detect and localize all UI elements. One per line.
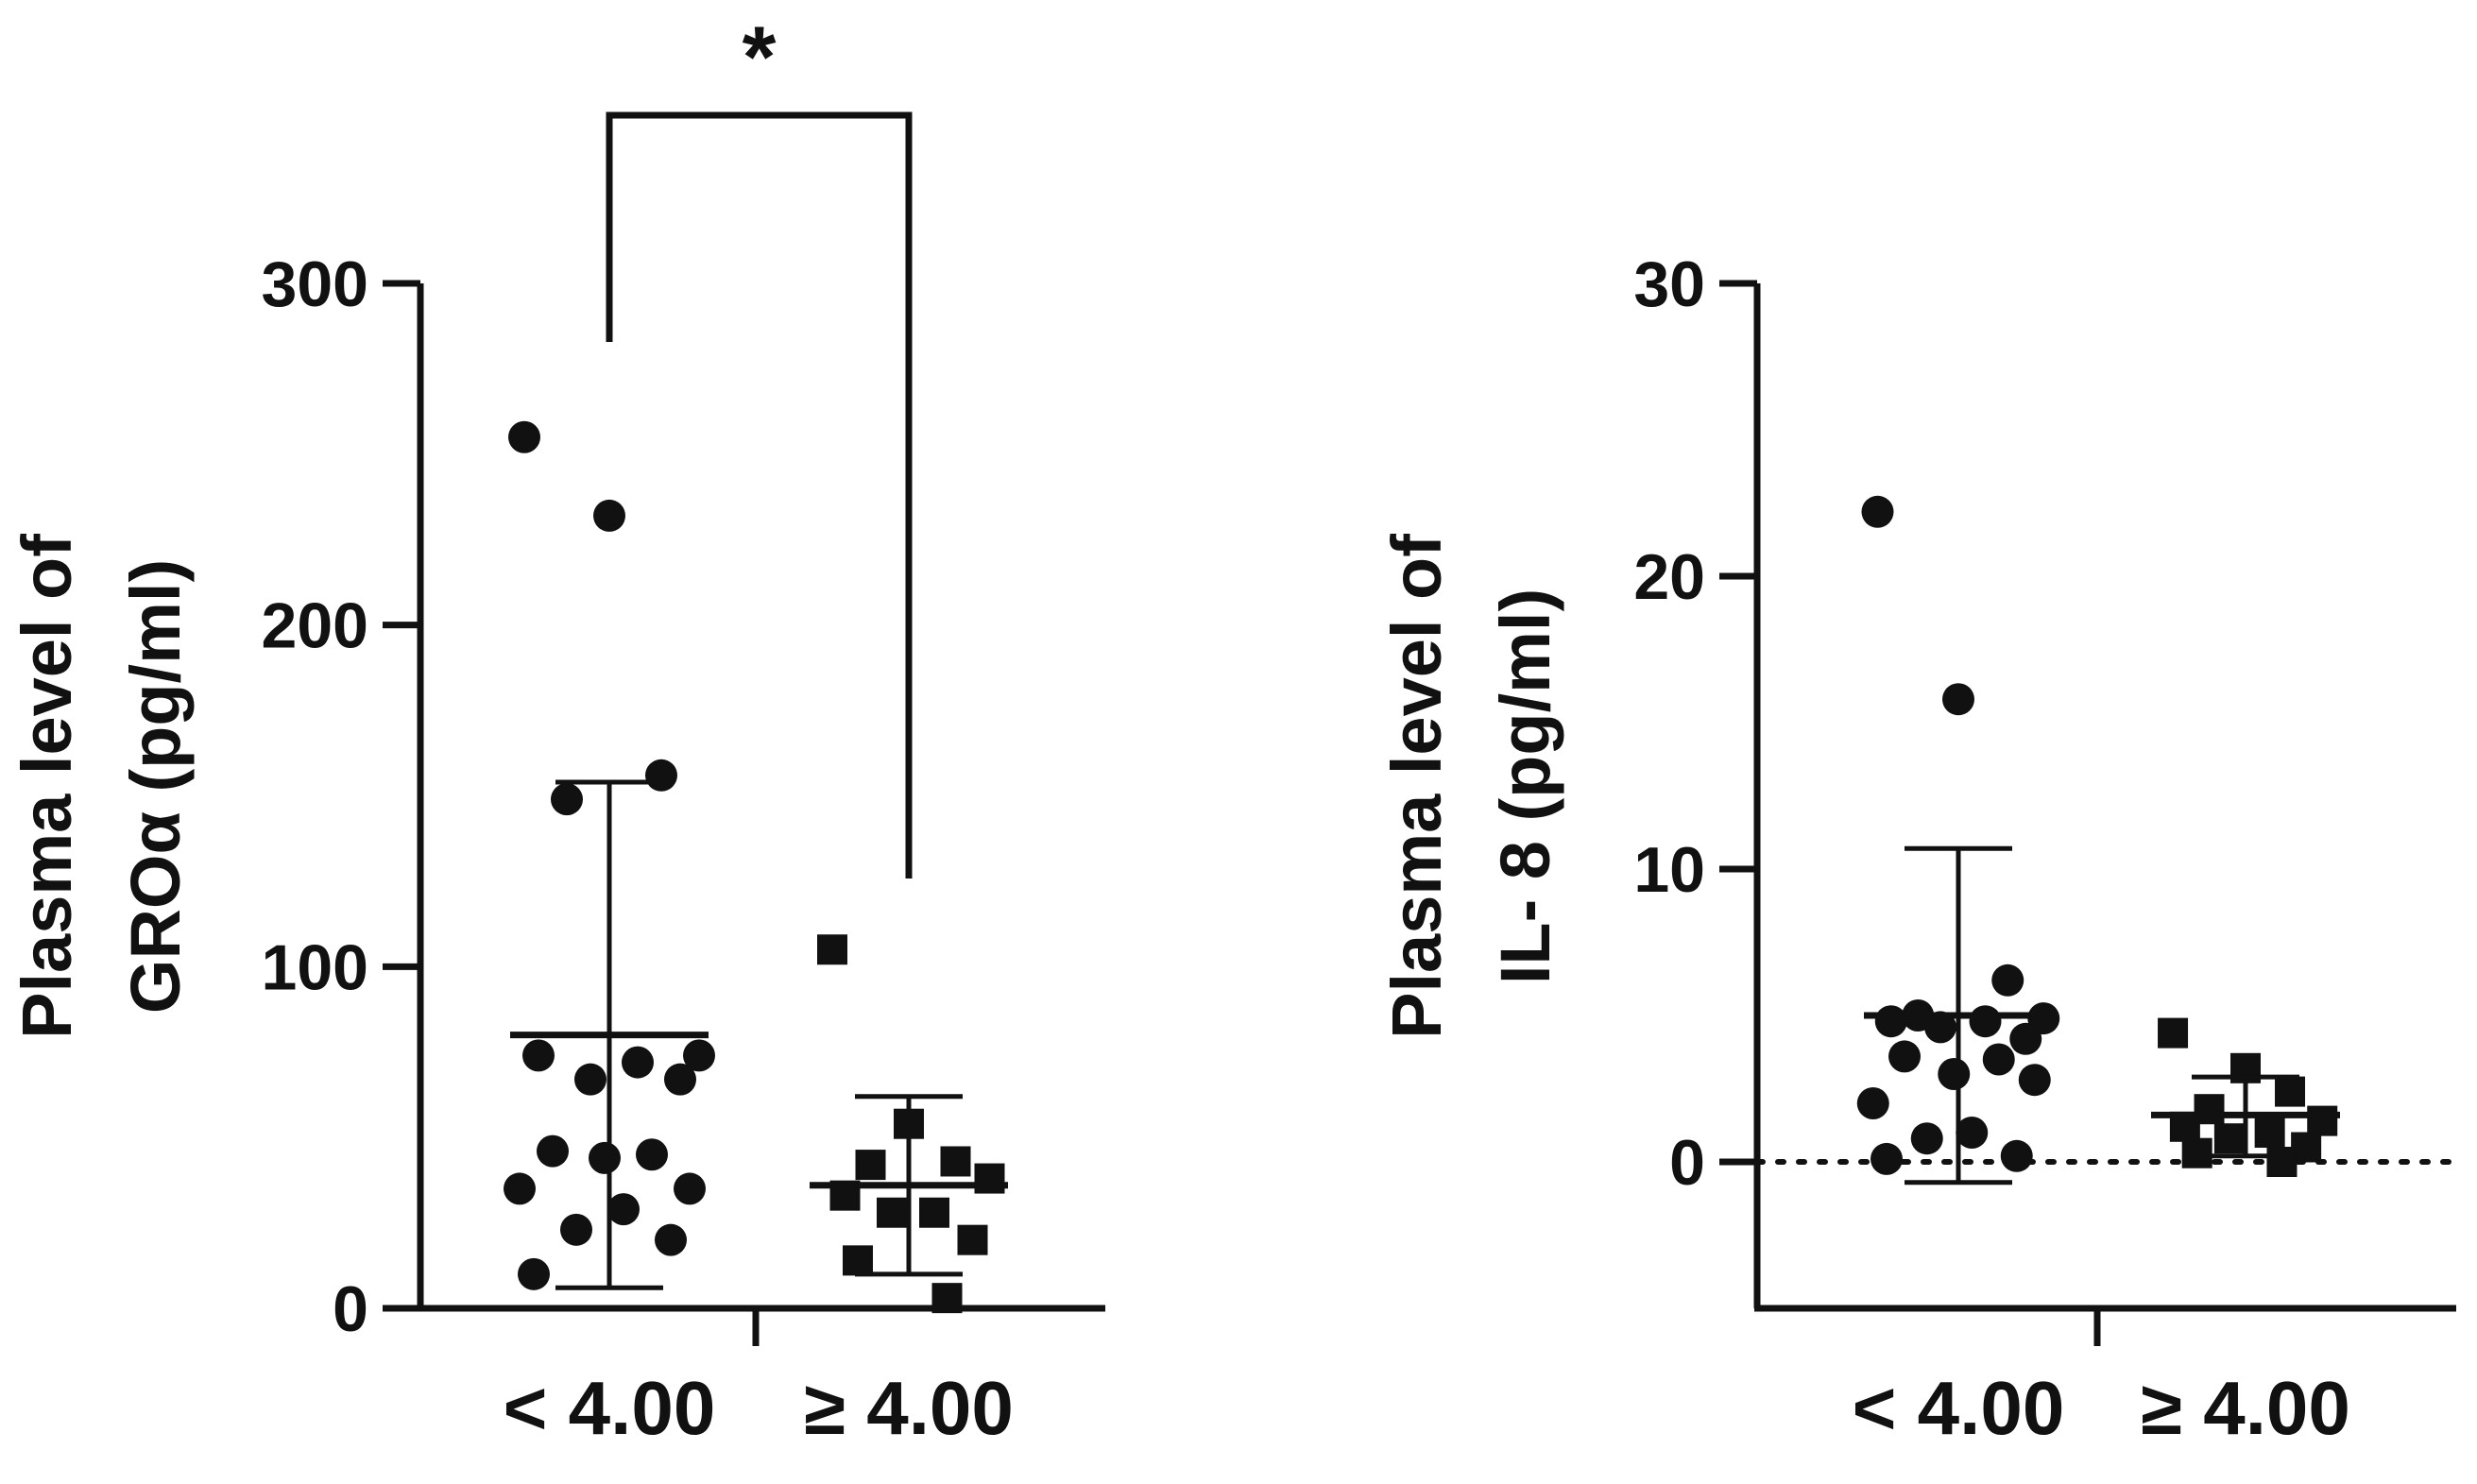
data-point-circle (1991, 964, 2024, 997)
data-point-circle (593, 499, 625, 532)
data-point-square (919, 1197, 949, 1228)
significance-star: * (743, 9, 777, 106)
panel-il8: 0 10 20 30 < 4.00 ≥ 4.00 Plasma level of IL- 8 … (1377, 248, 2459, 1450)
data-point-circle (560, 1213, 592, 1246)
y-axis-title: Plasma level of (8, 534, 86, 1039)
data-point-circle (574, 1063, 606, 1096)
data-point-circle (1969, 1005, 2002, 1038)
data-point-square (877, 1197, 907, 1228)
data-point-square (855, 1150, 886, 1181)
x-category-label: < 4.00 (504, 1366, 716, 1450)
data-point-square (843, 1245, 873, 1276)
data-point-square (2158, 1017, 2189, 1049)
data-point-circle (1938, 1058, 1971, 1090)
data-point-circle (683, 1039, 715, 1072)
data-point-circle (2009, 1022, 2042, 1055)
x-category-label: ≥ 4.00 (2141, 1366, 2350, 1450)
data-point-circle (1956, 1117, 1989, 1149)
data-point-square (2275, 1076, 2306, 1107)
y-tick-label: 200 (262, 590, 368, 662)
data-point-circle (1888, 1040, 1921, 1073)
data-point-circle (2000, 1139, 2033, 1172)
y-tick-label: 10 (1633, 834, 1705, 906)
data-point-circle (607, 1193, 640, 1226)
data-point-circle (1871, 1142, 1903, 1175)
y-axis-title: GROα (pg/ml) (116, 559, 195, 1014)
y-tick-label: 20 (1633, 541, 1705, 613)
data-point-square (940, 1146, 971, 1177)
data-point-circle (674, 1172, 706, 1205)
data-point-circle (1874, 1005, 1907, 1038)
data-point-circle (508, 420, 540, 453)
panel-gro-alpha: 0 100 200 300 < 4.00 ≥ 4.00 Plasma level of GRO… (8, 9, 1105, 1450)
y-tick-label: 0 (333, 1273, 368, 1345)
data-point-square (2181, 1137, 2212, 1168)
data-point-circle (551, 783, 583, 816)
data-point-circle (1942, 683, 1974, 716)
data-point-circle (518, 1257, 550, 1290)
data-point-circle (1861, 495, 1894, 528)
y-tick-label: 0 (1669, 1127, 1705, 1199)
data-point-square (931, 1283, 963, 1314)
data-point-circle (655, 1223, 687, 1256)
data-point-circle (664, 1063, 696, 1096)
data-point-circle (504, 1172, 536, 1205)
data-point-circle (1924, 1011, 1956, 1044)
data-point-circle (522, 1039, 555, 1072)
data-point-circle (622, 1046, 654, 1079)
y-tick-label: 300 (262, 248, 368, 320)
data-point-circle (636, 1138, 668, 1171)
data-point-square (2266, 1147, 2298, 1177)
x-category-label: ≥ 4.00 (804, 1366, 1014, 1450)
data-point-circle (537, 1134, 569, 1168)
data-point-square (2254, 1117, 2285, 1148)
y-tick-label: 100 (262, 931, 368, 1003)
x-category-label: < 4.00 (1853, 1366, 2065, 1450)
data-point-circle (1910, 1122, 1943, 1155)
data-point-circle (1982, 1043, 2015, 1076)
data-point-circle (1856, 1087, 1889, 1119)
data-point-circle (589, 1141, 621, 1174)
data-point-square (2307, 1105, 2338, 1136)
y-axis-title: Plasma level of (1377, 534, 1456, 1039)
data-point-circle (2018, 1064, 2051, 1097)
y-axis-title: IL- 8 (pg/ml) (1486, 588, 1564, 984)
data-point-square (817, 934, 847, 965)
data-point-square (957, 1224, 988, 1255)
significance-bracket (606, 111, 913, 878)
data-point-square (2213, 1123, 2245, 1154)
y-tick-label: 30 (1633, 248, 1705, 320)
data-point-square (974, 1163, 1005, 1194)
data-point-circle (645, 759, 677, 792)
